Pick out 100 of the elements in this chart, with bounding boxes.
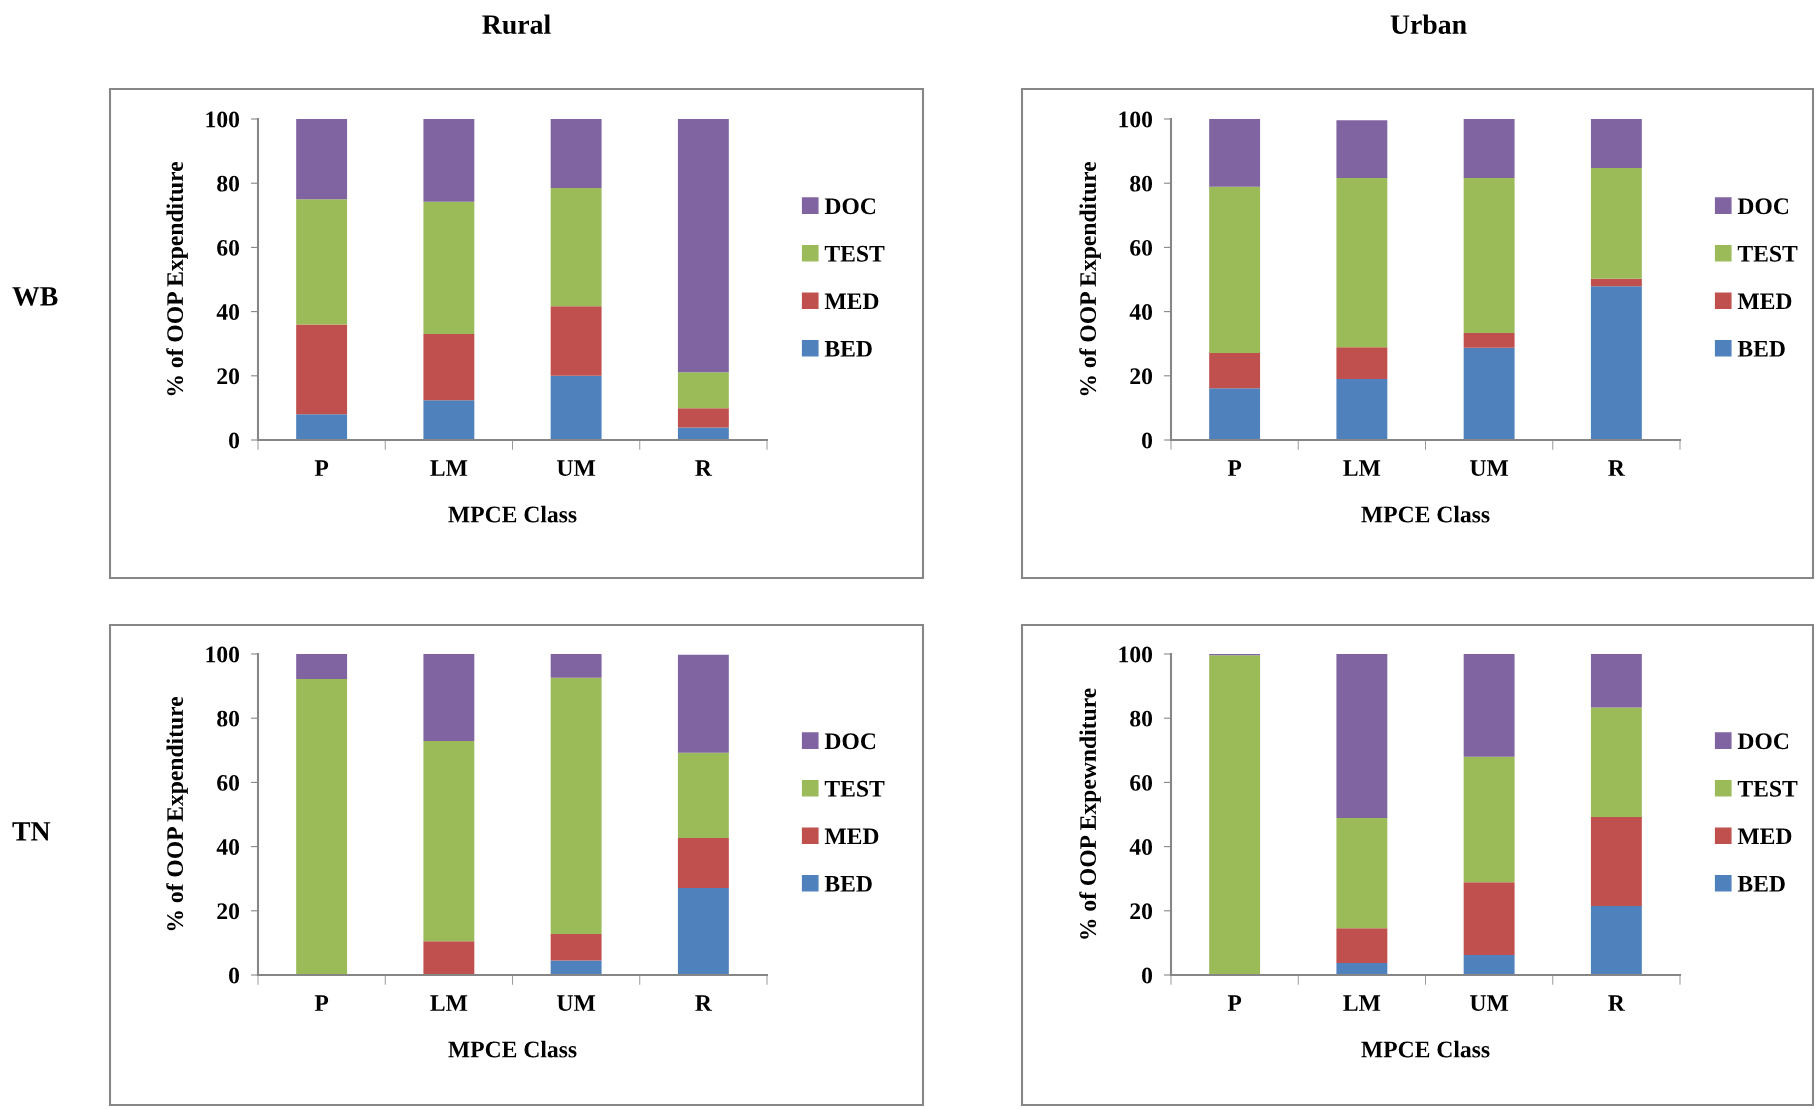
bar — [550, 677, 602, 934]
bar — [1336, 654, 1388, 819]
chart-title: Rural — [482, 14, 551, 35]
legend-label: TEST — [1737, 245, 1798, 262]
bar — [1463, 347, 1515, 440]
bar — [1209, 353, 1261, 389]
bar — [1336, 963, 1388, 975]
legend-label: TEST — [824, 245, 885, 262]
y-tick-label: 20 — [217, 903, 240, 920]
x-tick-label: R — [1608, 460, 1626, 476]
bar — [677, 408, 729, 428]
bar — [1590, 286, 1642, 440]
bar — [296, 324, 348, 415]
y-tick-label: 20 — [217, 368, 240, 385]
y-axis-title: % of OOP Expewnditure — [1079, 688, 1101, 939]
y-tick-label: 100 — [206, 646, 240, 663]
bar — [423, 119, 475, 202]
bar — [423, 400, 475, 440]
bar — [1590, 119, 1642, 169]
bar — [1590, 278, 1642, 287]
bar — [550, 933, 602, 961]
bar — [677, 752, 729, 838]
y-tick-label: 80 — [217, 710, 240, 727]
y-tick-label: 100 — [1119, 646, 1153, 663]
y-tick-label: 100 — [1119, 111, 1153, 128]
y-tick-label: 60 — [1130, 774, 1153, 791]
bar — [677, 119, 729, 373]
y-tick-label: 0 — [229, 967, 240, 984]
x-tick-label: LM — [430, 995, 468, 1011]
bar — [1463, 119, 1515, 179]
bar — [423, 740, 475, 942]
y-tick-label: 40 — [216, 839, 240, 856]
text: TN — [12, 822, 51, 841]
bar — [1590, 707, 1642, 818]
y-tick-label: 60 — [217, 774, 240, 791]
y-tick-label: 80 — [1130, 175, 1153, 192]
bar — [677, 654, 729, 753]
bar — [1463, 654, 1515, 757]
legend-label: BED — [824, 876, 872, 892]
bar — [1209, 186, 1261, 354]
x-tick-label: UM — [557, 460, 596, 477]
bar — [550, 960, 602, 975]
legend-label: MED — [824, 293, 879, 310]
y-axis-title: % of OOP Expenditure — [166, 161, 188, 396]
x-tick-label: P — [314, 460, 329, 476]
legend-label: TEST — [1737, 780, 1798, 797]
bar — [1336, 178, 1388, 348]
y-tick-label: 20 — [1130, 903, 1153, 920]
x-tick-label: UM — [1470, 995, 1509, 1012]
y-tick-label: 60 — [1130, 239, 1153, 256]
bar — [550, 306, 602, 376]
x-tick-label: LM — [1343, 995, 1381, 1011]
bar — [1336, 120, 1388, 179]
text: WB — [12, 287, 58, 306]
legend-label: BED — [1737, 876, 1785, 892]
bar — [677, 888, 729, 975]
y-tick-label: 80 — [217, 175, 240, 192]
y-tick-label: 0 — [229, 432, 240, 449]
legend-label: MED — [1737, 828, 1792, 845]
bar — [1463, 756, 1515, 883]
legend-label: BED — [824, 341, 872, 357]
legend-label: MED — [1737, 293, 1792, 310]
y-tick-label: 40 — [216, 304, 240, 321]
bar — [296, 119, 348, 200]
y-tick-label: 60 — [217, 239, 240, 256]
bar — [423, 201, 475, 335]
bar — [423, 941, 475, 975]
bar — [550, 654, 602, 678]
y-axis-title: % of OOP Expenditure — [1079, 161, 1101, 396]
bar — [1336, 928, 1388, 964]
x-tick-label: R — [1608, 995, 1626, 1011]
chart-title: Urban — [1390, 14, 1467, 34]
bar — [1463, 955, 1515, 975]
x-axis-title: MPCE Class — [448, 1040, 577, 1058]
x-tick-label: LM — [430, 460, 468, 476]
legend-label: DOC — [824, 198, 876, 215]
bar — [296, 199, 348, 325]
bar — [1336, 818, 1388, 929]
legend-label: DOC — [1737, 733, 1789, 750]
bar — [423, 334, 475, 401]
legend-label: DOC — [824, 733, 876, 750]
y-tick-label: 40 — [1129, 839, 1153, 856]
bar — [296, 414, 348, 440]
bar — [1590, 168, 1642, 279]
bar — [1209, 388, 1261, 440]
bar — [1590, 654, 1642, 708]
x-tick-label: R — [695, 460, 713, 476]
bar — [677, 837, 729, 889]
y-tick-label: 100 — [206, 111, 240, 128]
y-tick-label: 20 — [1130, 368, 1153, 385]
legend-label: BED — [1737, 341, 1785, 357]
bar — [423, 654, 475, 741]
bar — [550, 375, 602, 440]
bar — [296, 679, 348, 975]
bar — [1336, 347, 1388, 380]
y-tick-label: 80 — [1130, 710, 1153, 727]
legend-label: DOC — [1737, 198, 1789, 215]
bar — [1209, 119, 1261, 187]
bar — [1590, 905, 1642, 975]
x-tick-label: UM — [1470, 460, 1509, 477]
